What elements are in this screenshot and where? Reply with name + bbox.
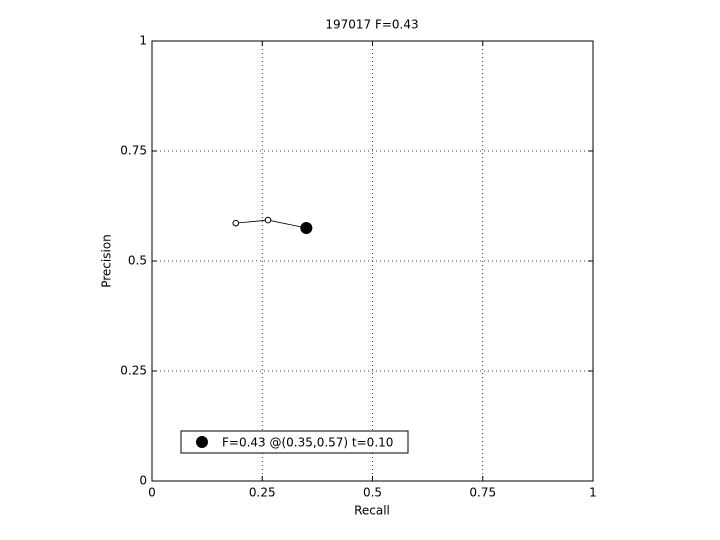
plot-frame <box>151 40 594 482</box>
chart-title: 197017 F=0.43 <box>325 18 418 32</box>
legend-marker <box>196 436 208 448</box>
y-axis-label: Precision <box>100 234 114 288</box>
x-tick-label: 0.75 <box>469 486 496 500</box>
point <box>300 222 313 234</box>
point <box>232 219 240 227</box>
x-axis-label: Recall <box>354 504 390 518</box>
legend-box <box>180 430 409 454</box>
y-tick-label: 0.25 <box>120 364 147 378</box>
legend-label: F=0.43 @(0.35,0.57) t=0.10 <box>222 436 393 450</box>
y-tick-label: 0 <box>139 474 147 488</box>
y-tick-label: 1 <box>139 34 147 48</box>
y-tick-label: 0.75 <box>120 144 147 158</box>
point <box>264 216 272 224</box>
x-tick-label: 0 <box>148 486 156 500</box>
x-tick-label: 0.5 <box>363 486 382 500</box>
x-tick-label: 0.25 <box>249 486 276 500</box>
y-tick-label: 0.5 <box>128 254 147 268</box>
x-tick-label: 1 <box>589 486 597 500</box>
